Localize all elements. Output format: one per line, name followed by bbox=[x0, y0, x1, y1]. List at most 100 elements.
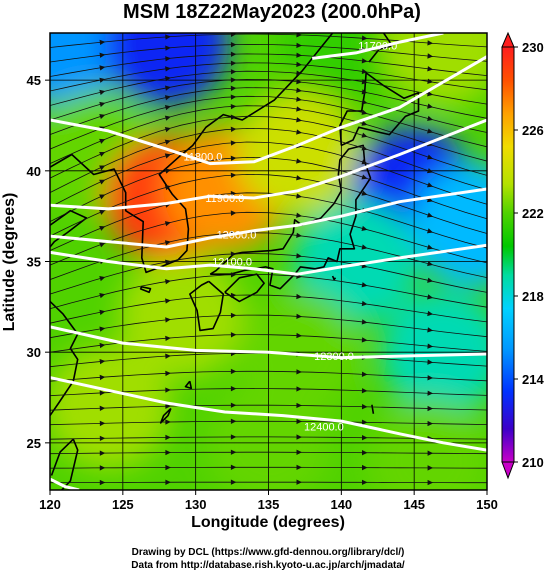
wind-arrow bbox=[361, 225, 368, 231]
wind-arrow bbox=[296, 106, 302, 112]
streamline bbox=[50, 43, 487, 63]
coastline bbox=[159, 407, 172, 424]
wind-arrow bbox=[164, 221, 171, 227]
streamline bbox=[50, 420, 487, 426]
streamline bbox=[50, 253, 487, 295]
wind-arrow bbox=[426, 182, 434, 188]
wind-arrow bbox=[99, 179, 106, 185]
wind-arrow bbox=[99, 342, 106, 349]
streamline bbox=[50, 127, 487, 193]
wind-arrow bbox=[426, 154, 434, 160]
wind-arrow bbox=[296, 332, 302, 339]
wind-arrow bbox=[296, 33, 302, 38]
wind-arrow bbox=[99, 194, 106, 200]
wind-arrow bbox=[99, 209, 106, 215]
wind-arrow bbox=[230, 272, 237, 278]
wind-arrow bbox=[296, 369, 303, 375]
wind-arrow bbox=[164, 240, 171, 246]
contour-label: 12100.0 bbox=[212, 257, 252, 269]
streamline bbox=[50, 53, 487, 77]
coastlines bbox=[50, 33, 420, 490]
y-tick-label: 40 bbox=[27, 164, 41, 179]
x-tick-label: 150 bbox=[476, 497, 498, 512]
streamline bbox=[50, 451, 487, 455]
wind-arrow bbox=[230, 210, 237, 216]
wind-arrow bbox=[361, 337, 368, 343]
streamline bbox=[50, 33, 56, 34]
wind-arrow bbox=[165, 353, 171, 359]
coastline bbox=[339, 72, 420, 147]
y-tick-label: 25 bbox=[27, 436, 41, 451]
wind-arrow bbox=[296, 193, 302, 199]
contour-label: 11700.0 bbox=[358, 41, 397, 53]
wind-arrow bbox=[427, 91, 434, 97]
wind-arrow bbox=[426, 168, 434, 174]
wind-arrow bbox=[427, 343, 434, 349]
streamline bbox=[50, 273, 487, 310]
wind-arrow bbox=[230, 42, 237, 48]
wind-arrow bbox=[361, 282, 368, 288]
wind-arrow bbox=[230, 434, 237, 440]
wind-arrow bbox=[296, 61, 303, 68]
colorbar-tick-label: 210 bbox=[522, 455, 544, 470]
wind-arrow bbox=[99, 465, 106, 471]
contour-label: 12300.0 bbox=[314, 351, 354, 363]
wind-arrow bbox=[296, 434, 302, 440]
streamline bbox=[50, 466, 487, 469]
wind-arrow bbox=[362, 464, 368, 471]
x-tick-label: 125 bbox=[112, 497, 134, 512]
wind-arrow bbox=[99, 165, 106, 171]
wind-arrow bbox=[296, 386, 303, 392]
wind-arrow bbox=[99, 374, 106, 381]
wind-arrow bbox=[361, 388, 368, 394]
wind-arrow bbox=[361, 79, 368, 85]
wind-arrow bbox=[230, 464, 237, 470]
wind-arrow bbox=[99, 309, 106, 316]
streamline bbox=[50, 481, 487, 484]
wind-arrow bbox=[296, 418, 302, 425]
coastline bbox=[189, 280, 225, 332]
y-tick-label: 30 bbox=[27, 345, 41, 360]
wind-arrow bbox=[230, 332, 237, 338]
wind-arrow bbox=[296, 158, 302, 164]
y-axis: 25 30 35 40 45 bbox=[27, 73, 50, 451]
wind-arrow bbox=[296, 42, 302, 49]
wind-arrow bbox=[165, 66, 171, 72]
wind-arrow bbox=[99, 276, 106, 282]
coastline bbox=[209, 144, 372, 290]
height-contour bbox=[50, 55, 487, 166]
wind-arrow bbox=[296, 117, 302, 123]
wind-arrow bbox=[230, 449, 237, 455]
wind-arrow bbox=[296, 464, 302, 470]
streamline bbox=[50, 62, 487, 92]
wind-arrow bbox=[361, 174, 368, 180]
wind-arrow bbox=[296, 96, 302, 102]
wind-arrow bbox=[230, 172, 237, 178]
wind-arrow bbox=[165, 85, 171, 91]
wind-arrow bbox=[426, 228, 434, 234]
wind-arrow bbox=[165, 317, 171, 323]
colorbar-gradient bbox=[501, 46, 515, 463]
wind-arrow bbox=[428, 27, 433, 31]
wind-arrow bbox=[427, 390, 434, 396]
wind-arrow bbox=[361, 319, 368, 325]
streamline bbox=[50, 314, 487, 339]
wind-arrow bbox=[427, 115, 434, 121]
plot-area: 11700.0 11800.0 11900.0 12000.0 12100.0 12300… bbox=[50, 27, 487, 490]
height-contour bbox=[50, 118, 487, 211]
wind-arrow bbox=[165, 34, 171, 40]
x-tick-label: 130 bbox=[185, 497, 207, 512]
streamline bbox=[50, 87, 487, 135]
wind-arrow bbox=[361, 68, 368, 75]
wind-arrow bbox=[361, 371, 368, 377]
wind-arrow bbox=[99, 114, 106, 120]
coastline bbox=[368, 33, 394, 63]
wind-arrow bbox=[99, 326, 106, 332]
height-contour bbox=[50, 325, 487, 360]
streamline bbox=[50, 211, 487, 266]
wind-arrow bbox=[230, 51, 237, 57]
wind-arrow bbox=[230, 312, 237, 319]
wind-arrow bbox=[427, 465, 434, 471]
streamline bbox=[50, 192, 487, 251]
wind-arrow bbox=[165, 279, 171, 285]
